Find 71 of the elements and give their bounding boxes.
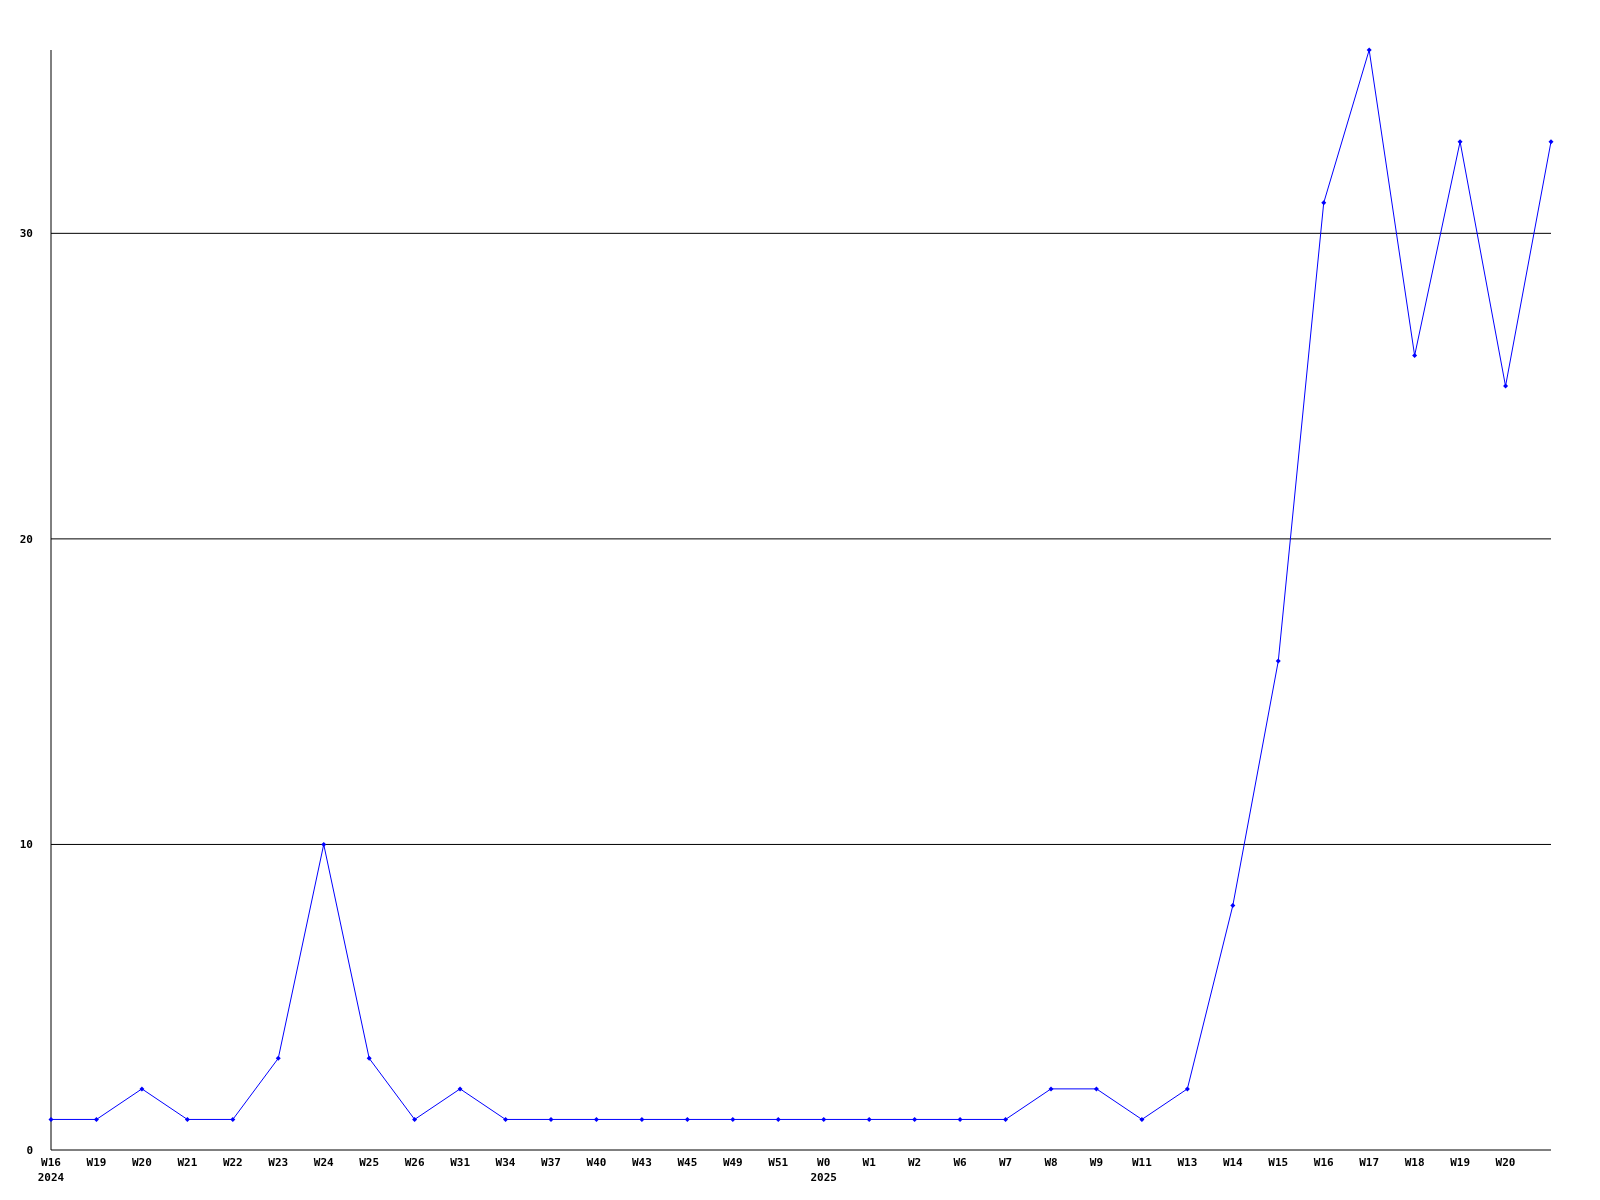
point [775, 1116, 781, 1122]
x-tick-label: W24 [313, 1156, 335, 1169]
point [1139, 1116, 1145, 1122]
point [503, 1116, 509, 1122]
x-tick-label: W15 [1268, 1156, 1289, 1169]
x-tick-label: W14 [1222, 1156, 1244, 1169]
point [93, 1116, 99, 1122]
point [1048, 1086, 1054, 1092]
x-tick-label: W17 [1359, 1156, 1380, 1169]
x-tick-label: W11 [1131, 1156, 1153, 1169]
x-tick-label: W7 [998, 1156, 1013, 1169]
x-tick-label: W9 [1089, 1156, 1104, 1169]
x-tick-label: W23 [268, 1156, 289, 1169]
y-tick-label: 30 [19, 227, 33, 241]
x-tick-label: W37 [541, 1156, 561, 1169]
x-tick-label: W51 [768, 1156, 789, 1169]
point [321, 841, 327, 847]
point [366, 1055, 372, 1061]
point [957, 1116, 963, 1122]
point [1412, 353, 1418, 359]
x-tick-label: W8 [1044, 1156, 1058, 1169]
x-tick-label: W34 [495, 1156, 516, 1169]
point [275, 1055, 281, 1061]
x-tick-label: W25 [359, 1156, 380, 1169]
x-tick-label: W18 [1404, 1156, 1425, 1169]
point [821, 1116, 827, 1122]
point [639, 1116, 645, 1122]
x-tick-label: W49 [722, 1156, 743, 1169]
x-tick-label: W43 [631, 1156, 652, 1169]
point [866, 1116, 872, 1122]
point [412, 1116, 418, 1122]
x-tick-label: W22 [222, 1156, 243, 1169]
point [184, 1116, 190, 1122]
x-tick-label: W2 [908, 1156, 922, 1169]
point [912, 1116, 918, 1122]
point [230, 1116, 236, 1122]
x-tick-label: W20 [131, 1156, 152, 1169]
point [1184, 1086, 1190, 1092]
x-tick-label: W19 [1450, 1156, 1471, 1169]
x-tick-label: W16 [1313, 1156, 1335, 1169]
point [1457, 139, 1463, 145]
x-tick-label: W6 [953, 1156, 968, 1169]
point [593, 1116, 599, 1122]
point [1366, 47, 1372, 53]
point [457, 1086, 463, 1092]
point [1548, 139, 1554, 145]
y-tick-label: 20 [19, 532, 33, 546]
point [1093, 1086, 1099, 1092]
x-tick-label: W31 [450, 1156, 471, 1169]
x-tick-label: W19 [86, 1156, 107, 1169]
x-tick-label: W40 [586, 1156, 607, 1169]
x-tick-label: W21 [177, 1156, 198, 1169]
point [1230, 903, 1236, 909]
x-tick-label: W20 [1495, 1156, 1516, 1169]
y-tick-label: 10 [19, 838, 33, 852]
point [139, 1086, 145, 1092]
x-tick-label: W26 [404, 1156, 425, 1169]
x-tick-label: W0 2025 [810, 1156, 837, 1184]
x-tick-label: W1 [862, 1156, 877, 1169]
point [1003, 1116, 1009, 1122]
x-tick-label: W45 [677, 1156, 698, 1169]
x-tick-label: W13 [1177, 1156, 1198, 1169]
point [48, 1116, 54, 1122]
y-tick-label: 0 [26, 1144, 33, 1157]
point [1321, 200, 1327, 206]
point [1503, 383, 1509, 389]
point [1275, 658, 1281, 664]
x-tick-label: W16 2024 [37, 1156, 65, 1184]
point [730, 1116, 736, 1122]
point [548, 1116, 554, 1122]
point [684, 1116, 690, 1122]
